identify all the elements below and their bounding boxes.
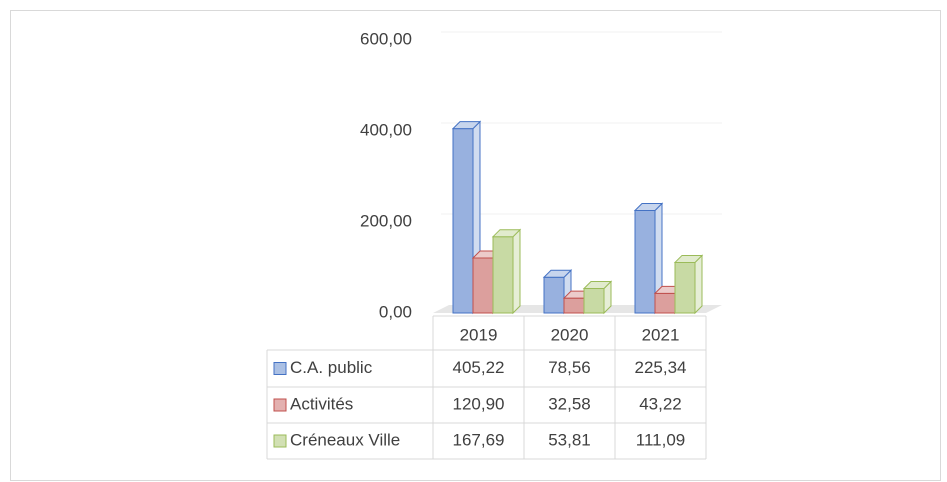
data-label: 43,22 <box>639 394 682 413</box>
y-tick-label: 600,00 <box>360 29 412 48</box>
x-tick-label: 2019 <box>460 325 498 344</box>
bar-front <box>472 257 494 314</box>
data-label: 111,09 <box>636 430 685 449</box>
data-label: 167,69 <box>453 430 505 449</box>
bar-top <box>673 254 704 263</box>
x-tick-label: 2021 <box>642 325 680 344</box>
bar <box>673 254 704 315</box>
bar-front <box>452 128 474 314</box>
bar-front <box>583 288 605 314</box>
bar-top <box>451 121 482 130</box>
bar <box>633 202 664 315</box>
bar-front <box>543 276 565 314</box>
y-tick-label: 0,00 <box>379 302 412 321</box>
data-label: 225,34 <box>635 358 687 377</box>
data-label: 53,81 <box>548 430 591 449</box>
bar-front <box>634 209 656 314</box>
legend-label: C.A. public <box>290 358 373 377</box>
bar <box>582 280 613 315</box>
legend-label: Activités <box>290 394 353 413</box>
x-tick-label: 2020 <box>551 325 589 344</box>
bar-top <box>633 202 664 211</box>
data-label: 78,56 <box>548 358 591 377</box>
bar-top <box>582 281 613 290</box>
legend-label: Créneaux Ville <box>290 430 400 449</box>
bar-front <box>492 236 514 314</box>
y-tick-label: 200,00 <box>360 211 412 230</box>
legend-swatch <box>273 362 287 375</box>
bar-front <box>674 261 696 314</box>
data-label: 405,22 <box>453 358 505 377</box>
legend-swatch <box>273 434 287 448</box>
bar-side <box>694 254 703 315</box>
data-label: 120,90 <box>453 394 505 413</box>
bar-top <box>542 269 573 278</box>
bar-side <box>512 228 521 315</box>
legend-swatch <box>273 398 287 412</box>
bar-front <box>654 292 676 314</box>
data-label: 32,58 <box>548 394 591 413</box>
bar-top <box>491 229 522 238</box>
y-tick-label: 400,00 <box>360 120 412 139</box>
bar-front <box>563 297 585 314</box>
bar <box>491 228 522 315</box>
